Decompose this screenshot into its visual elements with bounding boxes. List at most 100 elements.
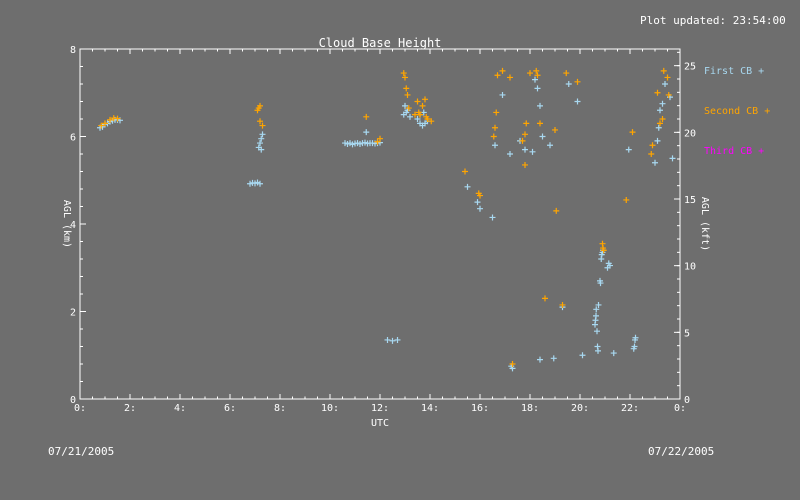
data-point-second-cb bbox=[114, 115, 121, 122]
data-point-first-cb bbox=[407, 113, 413, 120]
data-point-first-cb bbox=[574, 98, 581, 105]
data-point-first-cb bbox=[655, 124, 662, 131]
data-point-second-cb bbox=[374, 138, 381, 145]
x-axis-label: UTC bbox=[371, 418, 389, 429]
data-point-second-cb bbox=[492, 124, 498, 131]
data-point-first-cb bbox=[534, 85, 541, 92]
plot-updated-text: Plot updated: 23:54:00 bbox=[640, 14, 786, 27]
data-point-second-cb bbox=[649, 142, 656, 149]
plot-frame bbox=[79, 48, 681, 400]
data-point-first-cb bbox=[257, 140, 263, 147]
data-point-first-cb bbox=[547, 142, 553, 149]
y-right-tick-label: 25 bbox=[684, 62, 696, 73]
data-point-first-cb bbox=[662, 81, 668, 87]
data-point-second-cb bbox=[414, 98, 421, 105]
data-point-first-cb bbox=[464, 183, 471, 190]
data-point-second-cb bbox=[629, 129, 636, 136]
legend-label-second-cb: Second CB + bbox=[704, 106, 770, 117]
data-point-first-cb bbox=[258, 146, 265, 153]
data-point-first-cb bbox=[595, 347, 601, 354]
data-point-first-cb bbox=[659, 100, 666, 107]
data-point-second-cb bbox=[519, 137, 526, 144]
data-point-first-cb bbox=[499, 91, 506, 98]
data-point-second-cb bbox=[462, 168, 468, 175]
y-tick-label: 2 bbox=[70, 308, 76, 319]
data-point-second-cb bbox=[537, 120, 543, 127]
data-point-second-cb bbox=[107, 116, 113, 123]
data-point-second-cb bbox=[574, 78, 581, 85]
data-point-first-cb bbox=[258, 135, 265, 142]
data-point-first-cb bbox=[610, 350, 617, 357]
data-point-second-cb bbox=[523, 120, 530, 127]
data-point-second-cb bbox=[664, 74, 671, 81]
data-point-first-cb bbox=[632, 334, 639, 341]
data-point-second-cb bbox=[98, 122, 105, 129]
data-point-second-cb bbox=[553, 207, 560, 214]
y-right-tick-label: 10 bbox=[684, 262, 696, 273]
data-point-second-cb bbox=[419, 102, 426, 109]
data-point-first-cb bbox=[597, 280, 604, 287]
data-point-first-cb bbox=[492, 142, 498, 149]
data-point-second-cb bbox=[534, 72, 541, 79]
data-point-first-cb bbox=[394, 336, 401, 343]
data-point-first-cb bbox=[414, 116, 421, 122]
data-point-second-cb bbox=[542, 295, 548, 302]
data-point-second-cb bbox=[422, 96, 428, 103]
x-tick-label: 12: bbox=[371, 403, 389, 414]
data-point-first-cb bbox=[259, 131, 266, 138]
x-tick-label: 8: bbox=[274, 403, 286, 414]
data-point-first-cb bbox=[402, 102, 408, 109]
data-point-second-cb bbox=[509, 361, 516, 367]
data-point-first-cb bbox=[550, 355, 557, 362]
legend-label-third-cb: Third CB + bbox=[704, 146, 764, 157]
data-point-second-cb bbox=[377, 135, 383, 142]
data-point-second-cb bbox=[600, 247, 607, 254]
x-tick-label: 6: bbox=[224, 403, 236, 414]
data-point-first-cb bbox=[652, 159, 658, 166]
x-tick-label: 2: bbox=[124, 403, 136, 414]
data-point-first-cb bbox=[522, 146, 528, 153]
data-point-first-cb bbox=[537, 102, 543, 109]
data-point-first-cb bbox=[489, 214, 496, 221]
x-tick-label: 10: bbox=[321, 403, 339, 414]
data-point-first-cb bbox=[532, 76, 538, 83]
data-point-second-cb bbox=[493, 109, 500, 116]
data-point-first-cb bbox=[507, 151, 513, 157]
x-tick-label: 16: bbox=[471, 403, 489, 414]
y-right-tick-label: 20 bbox=[684, 128, 696, 139]
data-point-second-cb bbox=[660, 67, 667, 74]
x-tick-label: 22: bbox=[621, 403, 639, 414]
y-tick-label: 6 bbox=[70, 133, 76, 144]
data-point-second-cb bbox=[522, 131, 528, 138]
data-point-second-cb bbox=[404, 91, 411, 98]
data-point-second-cb bbox=[400, 70, 407, 77]
data-point-second-cb bbox=[490, 133, 497, 140]
y-tick-label: 4 bbox=[70, 220, 76, 231]
data-point-first-cb bbox=[631, 343, 638, 350]
data-point-second-cb bbox=[623, 196, 630, 203]
data-point-first-cb bbox=[474, 199, 481, 206]
data-point-first-cb bbox=[625, 146, 632, 153]
data-point-first-cb bbox=[477, 205, 483, 212]
data-point-second-cb bbox=[522, 161, 528, 168]
x-tick-label: 4: bbox=[174, 403, 186, 414]
chart-title: Cloud Base Height bbox=[319, 36, 442, 50]
data-point-first-cb bbox=[539, 133, 546, 140]
y-right-tick-label: 15 bbox=[684, 195, 696, 206]
data-point-second-cb bbox=[428, 118, 435, 125]
data-point-second-cb bbox=[257, 102, 263, 109]
data-point-second-cb bbox=[494, 72, 501, 79]
data-point-first-cb bbox=[669, 155, 676, 162]
data-point-second-cb bbox=[654, 89, 661, 96]
data-point-second-cb bbox=[259, 122, 266, 129]
data-point-second-cb bbox=[665, 91, 672, 98]
end-date: 07/22/2005 bbox=[648, 445, 715, 458]
data-point-second-cb bbox=[533, 67, 540, 74]
data-point-first-cb bbox=[537, 356, 543, 363]
y-right-tick-label: 0 bbox=[684, 395, 690, 406]
data-point-first-cb bbox=[529, 148, 536, 155]
data-point-second-cb bbox=[102, 120, 108, 127]
data-point-second-cb bbox=[527, 70, 533, 77]
data-point-first-cb bbox=[657, 107, 663, 114]
